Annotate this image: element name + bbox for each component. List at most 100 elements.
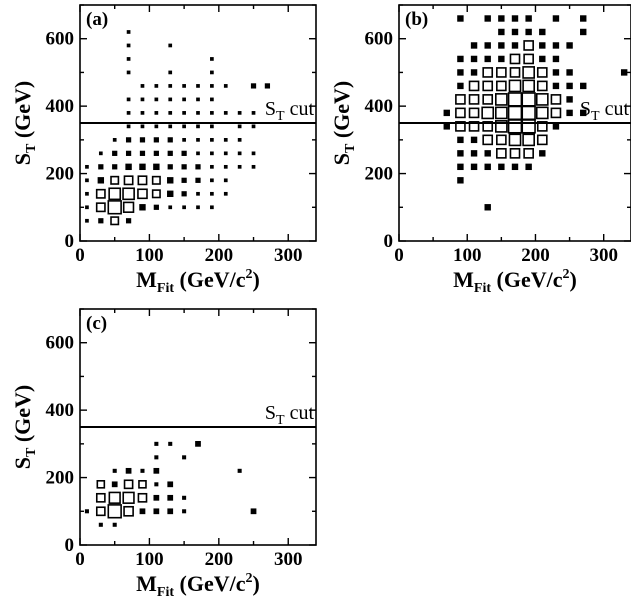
- bin-box: [168, 43, 173, 48]
- bin-box: [237, 138, 242, 142]
- bin-box: [154, 111, 159, 115]
- bin-box: [154, 441, 159, 446]
- bin-box: [126, 111, 131, 115]
- bin-box: [139, 137, 146, 143]
- bin-box: [153, 150, 159, 156]
- bin-box: [484, 15, 491, 22]
- bin-box: [223, 151, 228, 156]
- bin-box: [511, 15, 519, 22]
- bin-box: [552, 123, 560, 130]
- y-tick-label: 200: [365, 164, 394, 185]
- bin-box: [125, 218, 132, 224]
- bin-box: [495, 93, 508, 106]
- bin-box: [484, 55, 491, 63]
- bin-box: [443, 123, 450, 130]
- bin-box: [223, 164, 228, 169]
- bin-box: [482, 67, 494, 78]
- bin-box: [139, 508, 146, 515]
- bin-box: [154, 84, 159, 88]
- bin-box: [85, 178, 89, 183]
- bin-box: [470, 150, 478, 157]
- bin-box: [525, 15, 532, 22]
- x-tick-label: 300: [274, 549, 303, 570]
- bin-box: [210, 97, 214, 102]
- bin-box: [522, 133, 535, 147]
- bin-box: [167, 137, 173, 143]
- bin-box: [507, 119, 523, 134]
- cut-label: ST cut: [265, 402, 315, 428]
- bin-box: [552, 69, 560, 76]
- bin-box: [95, 506, 106, 517]
- bin-box: [536, 80, 548, 92]
- bin-box: [182, 495, 187, 500]
- bin-box: [140, 84, 145, 88]
- bin-box: [140, 124, 145, 129]
- bin-box: [84, 509, 89, 514]
- bin-box: [508, 79, 522, 93]
- y-tick-label: 600: [365, 29, 394, 50]
- bin-box: [137, 492, 148, 503]
- bin-box: [168, 124, 173, 129]
- bin-box: [455, 107, 466, 119]
- x-tick-label: 0: [394, 245, 404, 266]
- bin-box: [210, 205, 214, 210]
- x-tick-label: 200: [521, 245, 550, 266]
- bin-box: [167, 494, 174, 501]
- chart-panel-2: 0 100 200 300 0 200 400 600 MFit (GeV/c2) ST (GeV…: [329, 4, 631, 296]
- bin-box: [139, 150, 146, 156]
- bin-box: [539, 42, 546, 49]
- bin-box: [210, 84, 214, 88]
- bin-box: [196, 111, 200, 115]
- bin-box: [126, 97, 131, 102]
- bin-box: [457, 82, 464, 90]
- bin-box: [153, 204, 159, 210]
- bin-box: [167, 177, 174, 184]
- bin-box: [470, 163, 478, 171]
- bin-box: [182, 97, 186, 102]
- bin-box: [182, 124, 186, 129]
- bin-box: [535, 93, 549, 106]
- bin-box: [182, 138, 186, 142]
- bin-box: [123, 175, 134, 186]
- x-tick-label: 300: [274, 245, 303, 266]
- chart-panel-3: 0 100 200 300 0 200 400 600 MFit (GeV/c2) ST (GeV…: [10, 308, 317, 600]
- bin-box: [468, 121, 480, 132]
- bin-box: [496, 134, 507, 146]
- x-axis-label: MFit (GeV/c2): [136, 267, 260, 296]
- bin-box: [210, 124, 214, 129]
- bin-box: [167, 481, 174, 488]
- bin-box: [552, 15, 560, 22]
- bin-box: [566, 82, 573, 90]
- bin-box: [123, 505, 134, 517]
- bin-box: [98, 164, 104, 170]
- bin-box: [566, 69, 573, 76]
- bin-box: [511, 163, 519, 171]
- bin-box: [85, 164, 89, 169]
- bin-box: [168, 205, 173, 210]
- bin-box: [496, 80, 507, 92]
- bin-box: [125, 150, 132, 156]
- bin-box: [237, 468, 242, 473]
- bin-box: [154, 455, 159, 460]
- bin-box: [536, 121, 548, 132]
- bin-box: [139, 163, 146, 171]
- bin-box: [107, 504, 122, 519]
- y-tick-label: 600: [46, 333, 75, 354]
- bin-box: [250, 83, 257, 89]
- bin-box: [495, 120, 508, 133]
- bin-box: [126, 70, 131, 75]
- bin-box: [580, 82, 587, 90]
- bin-box: [470, 136, 478, 144]
- bin-box: [550, 107, 562, 119]
- x-tick-label: 200: [205, 245, 234, 266]
- bin-box: [154, 482, 159, 487]
- bin-box: [85, 191, 89, 196]
- bin-box: [98, 522, 103, 527]
- bin-box: [237, 124, 242, 129]
- bin-box: [457, 163, 464, 171]
- bin-box: [484, 163, 491, 171]
- bin-box: [484, 204, 491, 211]
- bin-box: [151, 175, 161, 185]
- x-axis-label: MFit (GeV/c2): [136, 571, 260, 600]
